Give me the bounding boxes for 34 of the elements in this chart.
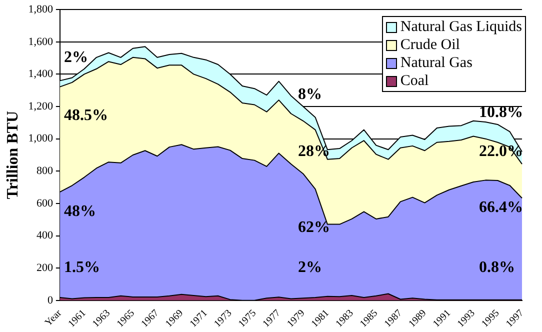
- x-tick-label: 1979: [285, 308, 308, 330]
- annotation: 62%: [298, 219, 330, 236]
- x-tick-label: 1971: [188, 308, 210, 330]
- x-tick-label: 1989: [406, 308, 429, 330]
- y-tick-label: 600: [36, 197, 54, 210]
- annotation: 2%: [298, 259, 322, 276]
- x-tick-label: 1981: [310, 308, 332, 330]
- legend-label: Coal: [400, 72, 429, 90]
- x-tick-label: Year: [43, 307, 64, 329]
- y-tick-label: 200: [36, 262, 54, 274]
- y-tick-label: 1,000: [28, 132, 54, 145]
- legend-label: Natural Gas Liquids: [400, 18, 522, 36]
- y-tick-label: 1,800: [28, 3, 54, 16]
- y-tick-label: 1,400: [28, 68, 54, 80]
- legend-label: Natural Gas: [400, 54, 472, 72]
- y-tick-label: 1,600: [28, 36, 54, 48]
- x-tick-label: 1961: [66, 308, 88, 330]
- legend-label: Crude Oil: [400, 36, 460, 54]
- x-tick-label: 1973: [212, 308, 234, 330]
- x-tick-label: 1991: [431, 308, 454, 330]
- annotation: 1.5%: [64, 259, 100, 276]
- annotation: 48.5%: [64, 107, 108, 124]
- y-tick-label: 0: [47, 294, 54, 306]
- annotation: 0.8%: [479, 259, 515, 276]
- annotation: 2%: [64, 49, 88, 66]
- y-tick-label: 800: [36, 165, 54, 178]
- annotation: 48%: [64, 203, 96, 220]
- x-tick-label: 1969: [164, 308, 186, 330]
- y-tick-label: 1,200: [28, 100, 54, 112]
- y-axis-title: Trillion BTU: [4, 110, 22, 200]
- annotation: 8%: [298, 86, 322, 104]
- annotation: 10.8%: [479, 104, 523, 122]
- y-tick-label: 400: [36, 230, 54, 242]
- annotation: 66.4%: [479, 199, 523, 216]
